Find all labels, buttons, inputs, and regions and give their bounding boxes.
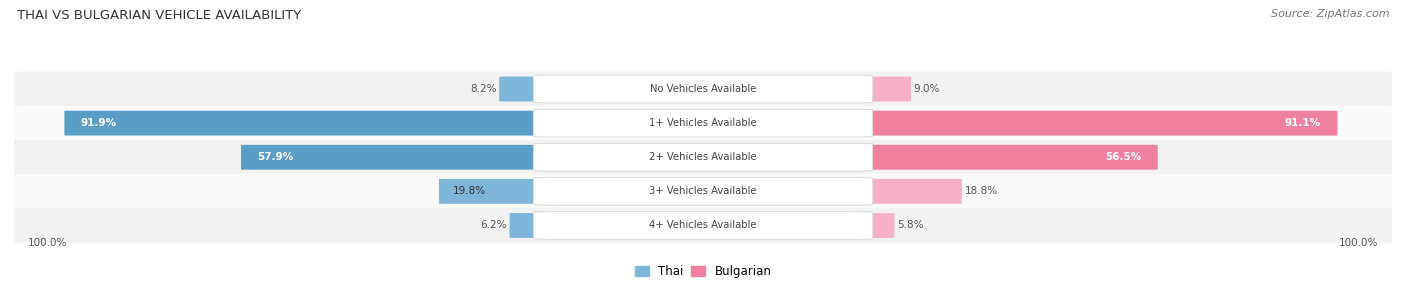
Text: 57.9%: 57.9% xyxy=(257,152,294,162)
Text: 91.1%: 91.1% xyxy=(1285,118,1320,128)
FancyBboxPatch shape xyxy=(499,77,553,102)
Text: 8.2%: 8.2% xyxy=(470,84,496,94)
Legend: Thai, Bulgarian: Thai, Bulgarian xyxy=(630,260,776,283)
FancyBboxPatch shape xyxy=(533,109,873,137)
FancyBboxPatch shape xyxy=(853,77,911,102)
FancyBboxPatch shape xyxy=(0,174,1406,209)
FancyBboxPatch shape xyxy=(439,179,553,204)
FancyBboxPatch shape xyxy=(0,140,1406,175)
Text: 91.9%: 91.9% xyxy=(82,118,117,128)
FancyBboxPatch shape xyxy=(240,145,553,170)
Text: 9.0%: 9.0% xyxy=(914,84,941,94)
Text: 5.8%: 5.8% xyxy=(897,221,924,231)
Text: 4+ Vehicles Available: 4+ Vehicles Available xyxy=(650,221,756,231)
FancyBboxPatch shape xyxy=(509,213,553,238)
Text: THAI VS BULGARIAN VEHICLE AVAILABILITY: THAI VS BULGARIAN VEHICLE AVAILABILITY xyxy=(17,9,301,21)
Text: 100.0%: 100.0% xyxy=(28,238,67,248)
Text: 1+ Vehicles Available: 1+ Vehicles Available xyxy=(650,118,756,128)
Text: 3+ Vehicles Available: 3+ Vehicles Available xyxy=(650,186,756,196)
FancyBboxPatch shape xyxy=(65,111,553,136)
FancyBboxPatch shape xyxy=(533,212,873,239)
FancyBboxPatch shape xyxy=(853,111,1337,136)
Text: 6.2%: 6.2% xyxy=(481,221,506,231)
Text: 2+ Vehicles Available: 2+ Vehicles Available xyxy=(650,152,756,162)
FancyBboxPatch shape xyxy=(853,179,962,204)
FancyBboxPatch shape xyxy=(0,72,1406,106)
Text: No Vehicles Available: No Vehicles Available xyxy=(650,84,756,94)
FancyBboxPatch shape xyxy=(0,106,1406,140)
Text: 56.5%: 56.5% xyxy=(1105,152,1142,162)
FancyBboxPatch shape xyxy=(533,177,873,205)
Text: 19.8%: 19.8% xyxy=(453,186,486,196)
FancyBboxPatch shape xyxy=(533,75,873,103)
Text: 18.8%: 18.8% xyxy=(965,186,998,196)
Text: Source: ZipAtlas.com: Source: ZipAtlas.com xyxy=(1271,9,1389,19)
FancyBboxPatch shape xyxy=(0,208,1406,243)
FancyBboxPatch shape xyxy=(853,145,1157,170)
Text: 100.0%: 100.0% xyxy=(1339,238,1378,248)
FancyBboxPatch shape xyxy=(853,213,894,238)
FancyBboxPatch shape xyxy=(533,143,873,171)
